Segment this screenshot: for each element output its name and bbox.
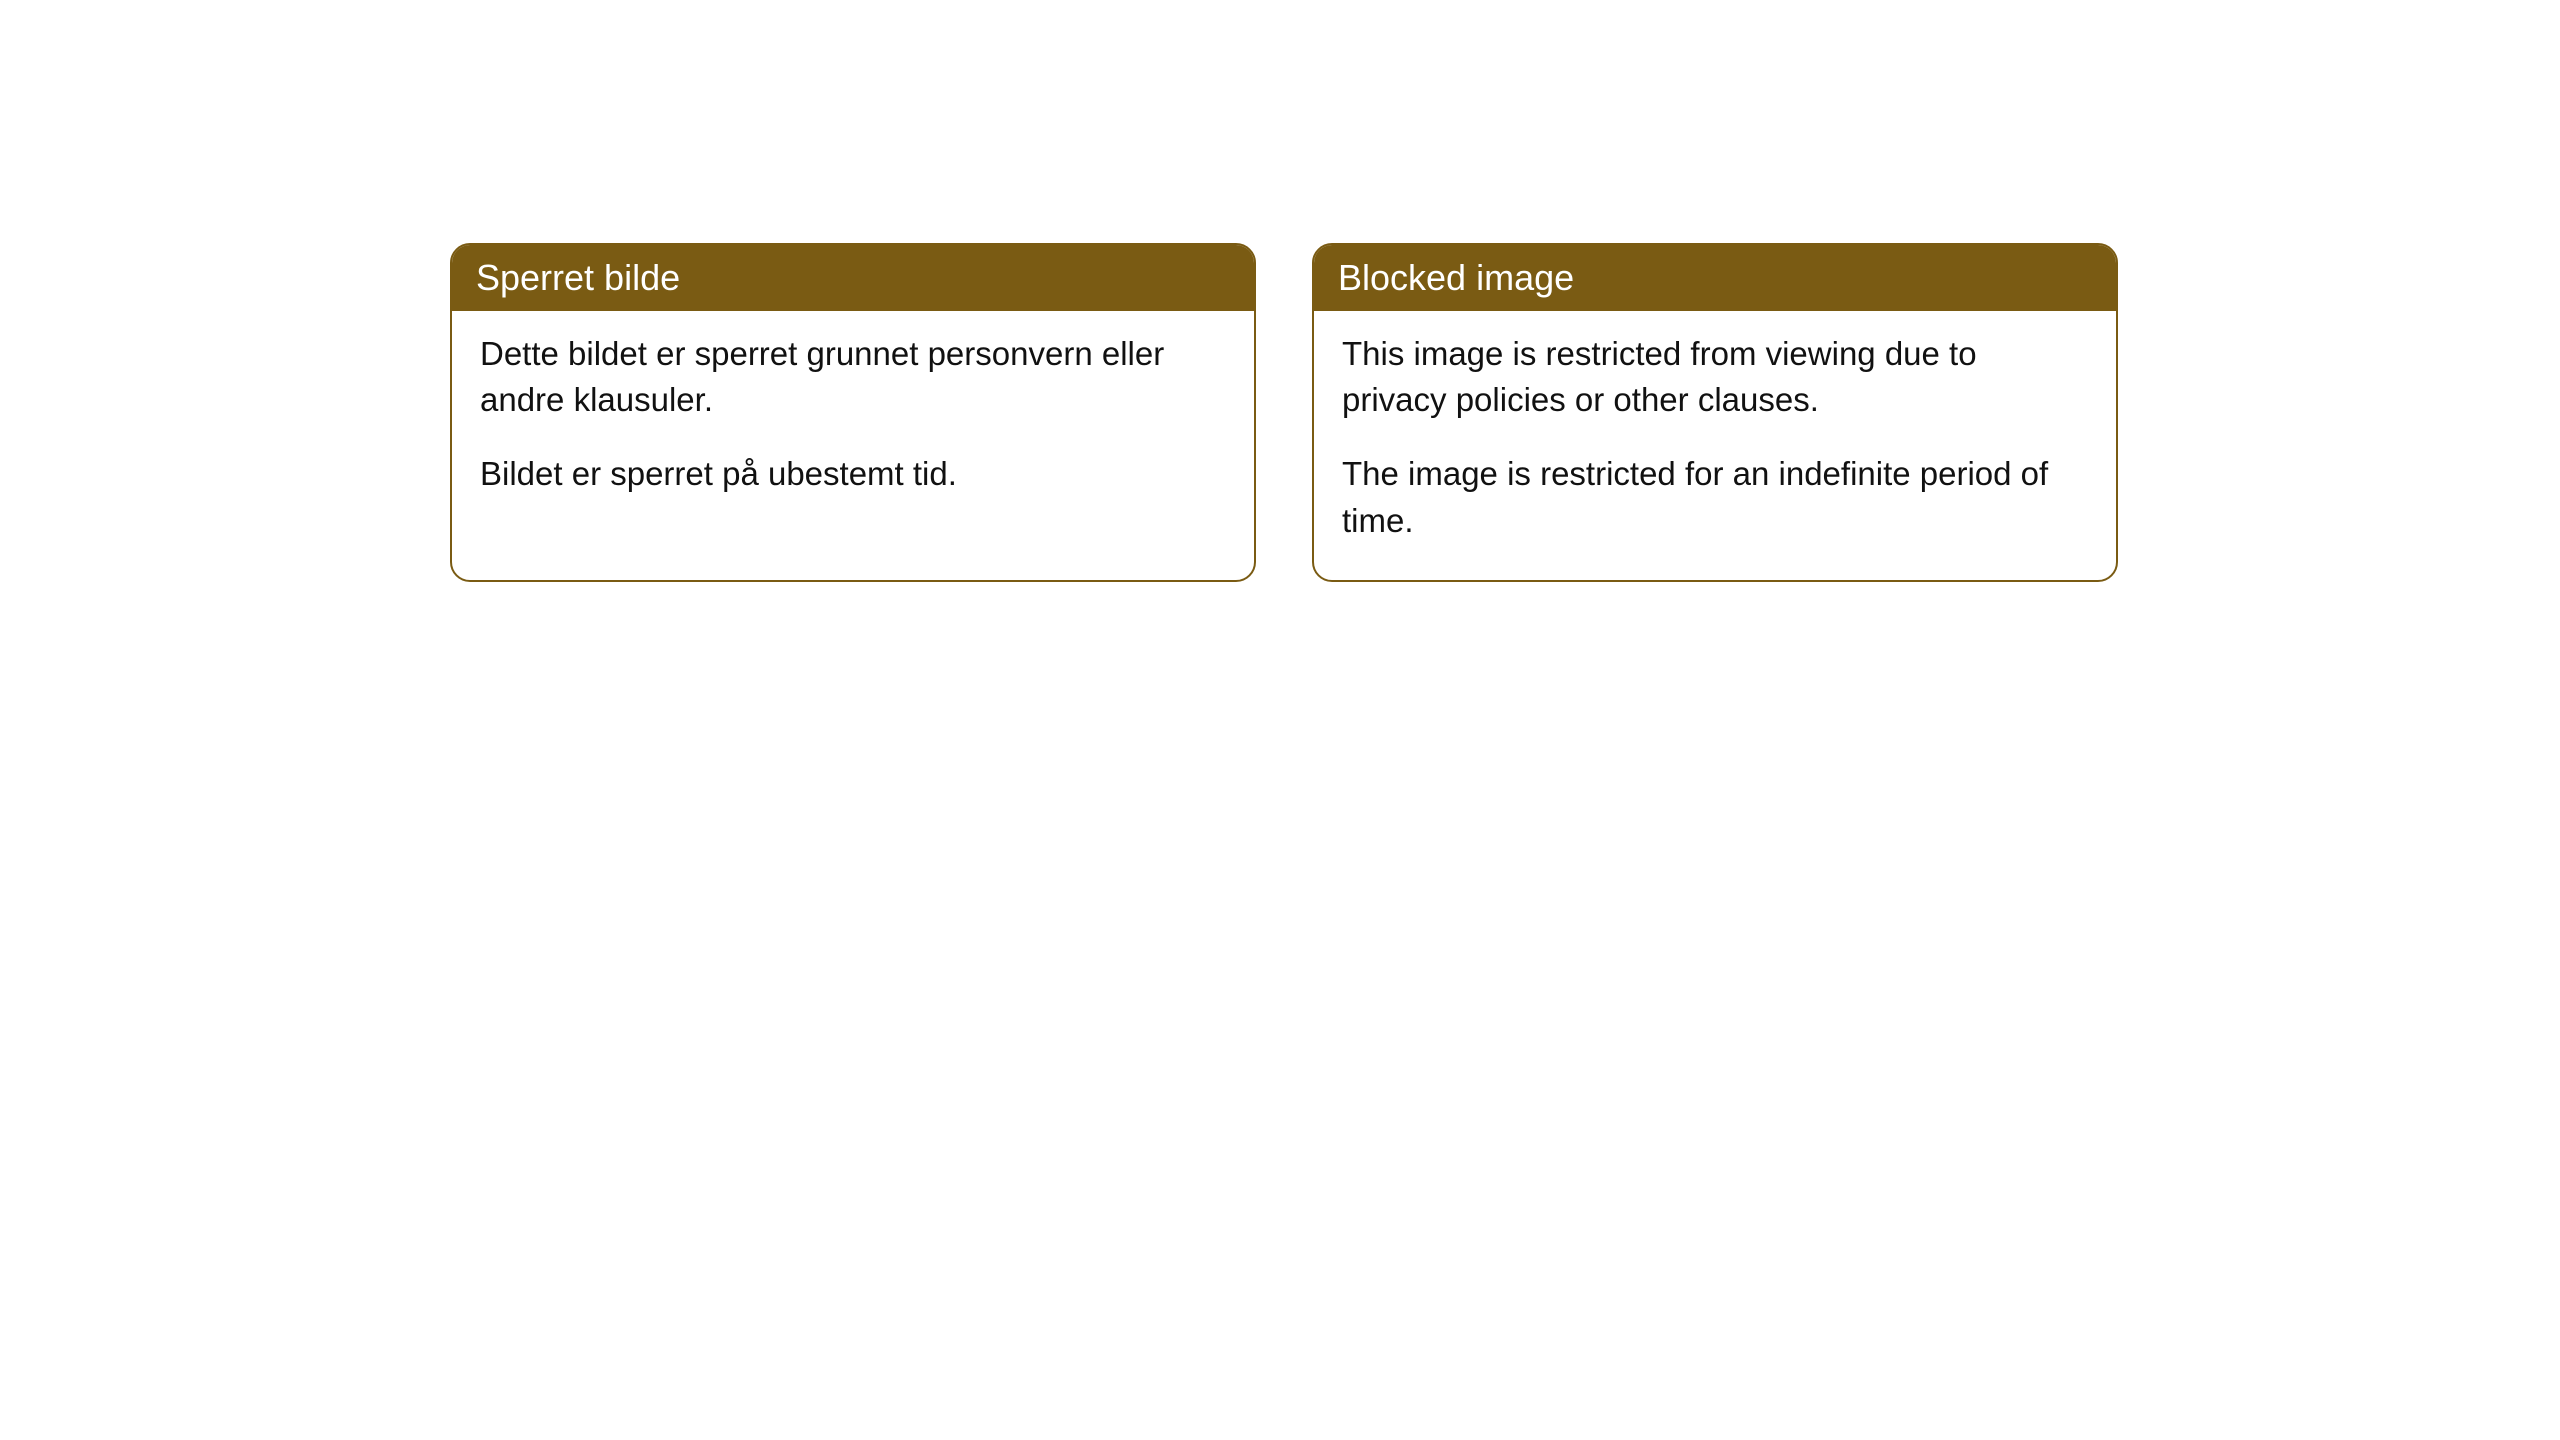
card-paragraph-1-en: This image is restricted from viewing du… bbox=[1342, 331, 2088, 423]
card-paragraph-2-no: Bildet er sperret på ubestemt tid. bbox=[480, 451, 1226, 497]
card-paragraph-1-no: Dette bildet er sperret grunnet personve… bbox=[480, 331, 1226, 423]
card-body-en: This image is restricted from viewing du… bbox=[1314, 311, 2116, 580]
notice-cards-container: Sperret bilde Dette bildet er sperret gr… bbox=[450, 243, 2118, 582]
card-header-no: Sperret bilde bbox=[452, 245, 1254, 311]
card-body-no: Dette bildet er sperret grunnet personve… bbox=[452, 311, 1254, 534]
card-title-en: Blocked image bbox=[1338, 257, 1574, 298]
card-title-no: Sperret bilde bbox=[476, 257, 680, 298]
card-header-en: Blocked image bbox=[1314, 245, 2116, 311]
card-paragraph-2-en: The image is restricted for an indefinit… bbox=[1342, 451, 2088, 543]
blocked-image-card-no: Sperret bilde Dette bildet er sperret gr… bbox=[450, 243, 1256, 582]
blocked-image-card-en: Blocked image This image is restricted f… bbox=[1312, 243, 2118, 582]
